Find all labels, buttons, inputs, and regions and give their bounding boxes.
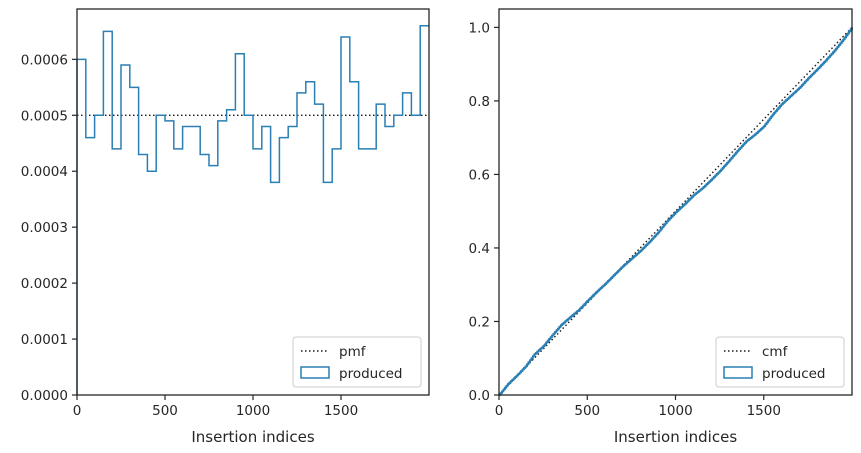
x-tick-label: 1500 — [324, 403, 358, 419]
y-tick-label: 0.0002 — [21, 276, 68, 292]
legend: cmf produced — [715, 336, 845, 388]
legend-label-reference: pmf — [339, 344, 367, 360]
x-tick-label: 500 — [574, 403, 600, 419]
y-tick-label: 1.0 — [469, 20, 490, 36]
x-axis-label: Insertion indices — [191, 428, 314, 446]
produced-histogram-step — [76, 25, 429, 395]
cmf-reference-line — [498, 26, 853, 396]
y-tick-label: 0.0003 — [21, 220, 68, 236]
legend-label-reference: cmf — [762, 344, 789, 360]
x-tick-label: 1500 — [747, 403, 781, 419]
y-tick-label: 0.0005 — [21, 108, 68, 124]
y-tick-label: 0.4 — [469, 241, 490, 257]
left-chart-pmf: 0 500 1000 1500 0.0000 0.0001 0.0002 0.0003 0.00… — [21, 8, 430, 446]
y-tick-label: 0.6 — [469, 167, 490, 183]
x-tick-label: 1000 — [658, 403, 692, 419]
y-tick-label: 0.0006 — [21, 52, 68, 68]
y-tick-label: 0.0004 — [21, 164, 68, 180]
right-chart-cmf: 0 500 1000 1500 0.0 0.2 0.4 0.6 0.8 1.0 Insertion … — [469, 8, 853, 446]
y-tick-label: 0.0000 — [21, 388, 68, 404]
produced-cumulative-curve — [499, 27, 853, 396]
legend-box — [715, 336, 845, 388]
legend: pmf produced — [292, 336, 422, 388]
x-tick-label: 0 — [495, 403, 504, 419]
x-tick-label: 1000 — [236, 403, 270, 419]
x-tick-label: 500 — [152, 403, 178, 419]
legend-box — [292, 336, 422, 388]
y-tick-label: 0.2 — [469, 314, 490, 330]
x-tick-label: 0 — [73, 403, 82, 419]
legend-swatch-produced — [723, 366, 753, 379]
legend-label-produced: produced — [762, 366, 826, 382]
legend-swatch-produced — [300, 366, 330, 379]
legend-label-produced: produced — [339, 366, 403, 382]
y-tick-label: 0.0001 — [21, 332, 68, 348]
y-tick-label: 0.8 — [469, 94, 490, 110]
x-axis-label: Insertion indices — [614, 428, 737, 446]
y-tick-label: 0.0 — [469, 388, 490, 404]
